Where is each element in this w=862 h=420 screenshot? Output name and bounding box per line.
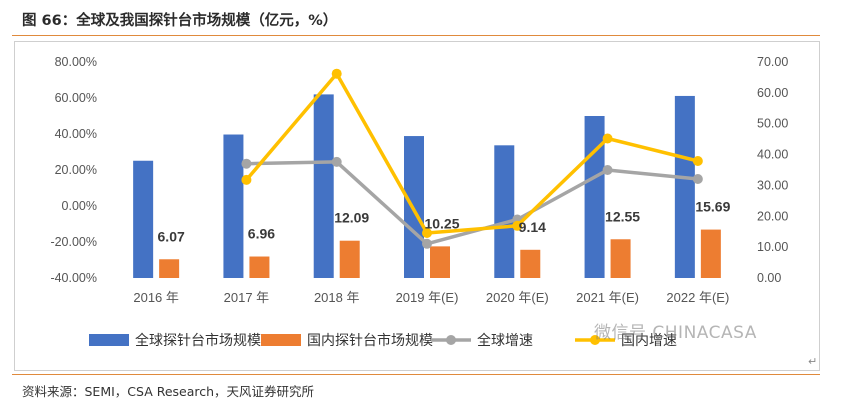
combo-chart: -40.00% -20.00% 0.00% 20.00% 40.00% 60.00% 80.… [50,55,788,348]
china-growth-point [422,228,432,238]
right-axis-tick-label: 30.00 [757,178,788,192]
bar-china-size [700,229,721,278]
bar-global-size [584,116,605,278]
right-axis-tick-label: 70.00 [757,55,788,69]
bar-global-size [313,94,334,279]
chart-container: -40.00% -20.00% 0.00% 20.00% 40.00% 60.00% 80.… [14,41,820,371]
bar-china-size [520,249,541,278]
legend-swatch [261,334,301,346]
source-note: 资料来源：SEMI，CSA Research，天风证券研究所 [22,384,315,399]
bar-global-size [494,145,515,278]
left-axis-tick-label: 20.00% [55,163,97,177]
global-growth-line [246,160,699,246]
legend-swatch-point [446,335,456,345]
left-axis-tick-label: -40.00% [50,271,97,285]
china-size-data-label: 6.96 [248,226,275,242]
watermark: 微信号 CHINACASA [594,323,757,343]
right-axis-tick-label: 10.00 [757,240,788,254]
legend-swatch-point [590,335,600,345]
china-growth-line [245,71,699,235]
right-axis-tick-label: 20.00 [757,209,788,223]
china-size-data-label: 6.07 [158,228,185,244]
right-axis-tick-label: 60.00 [757,86,788,100]
right-axis-tick-label: 50.00 [757,117,788,131]
bar-global-size [674,95,695,278]
bottom-divider [12,374,820,375]
bar-china-size [339,240,360,278]
global-growth-point [692,174,703,184]
legend-swatch [89,334,129,346]
china-size-data-label: 10.25 [424,215,459,231]
china-size-data-label: 9.14 [519,219,546,235]
x-axis-tick-label: 2016 年 [133,290,179,305]
x-axis-tick-label: 2021 年(E) [576,290,639,305]
bar-china-size [430,246,450,278]
china-growth-point [692,156,703,166]
left-axis-tick-label: 40.00% [55,127,97,141]
china-growth-point [602,133,613,144]
bar-global-size [223,134,244,278]
right-axis-tick-label: 0.00 [757,271,781,285]
left-axis-tick-label: 80.00% [55,55,97,69]
left-axis-tick-label: 0.00% [62,199,97,213]
bar-china-size [249,256,270,278]
global-growth-point [331,156,342,167]
china-size-data-label: 12.09 [334,210,369,226]
legend-label: 全球增速 [477,332,533,348]
legend-label: 国内探针台市场规模 [307,332,433,348]
global-growth-point [422,238,432,249]
china-growth-point [512,220,523,231]
left-axis-tick-label: -20.00% [50,235,97,249]
legend-label: 国内增速 [621,332,677,348]
legend-label: 全球探针台市场规模 [135,332,261,348]
global-growth-point [602,165,613,175]
china-growth-point [331,68,342,79]
figure-title: 图 66：全球及我国探针台市场规模（亿元，%） [22,13,338,29]
right-axis-tick-label: 40.00 [757,148,788,162]
return-mark: ↵ [808,355,818,368]
global-growth-point [241,158,252,169]
x-axis-tick-label: 2019 年(E) [396,290,459,305]
bar-global-size [133,160,154,278]
x-axis-tick-label: 2020 年(E) [486,290,549,305]
x-axis-tick-label: 2017 年 [224,290,270,305]
china-size-data-label: 12.55 [605,208,640,224]
bar-china-size [610,239,631,278]
china-growth-point [241,174,252,185]
china-size-data-label: 15.69 [695,199,730,215]
x-axis-tick-label: 2022 年(E) [666,290,729,305]
left-axis-tick-label: 60.00% [55,91,97,105]
x-axis-tick-label: 2018 年 [314,290,360,305]
bar-china-size [159,259,180,278]
title-divider [12,35,820,36]
